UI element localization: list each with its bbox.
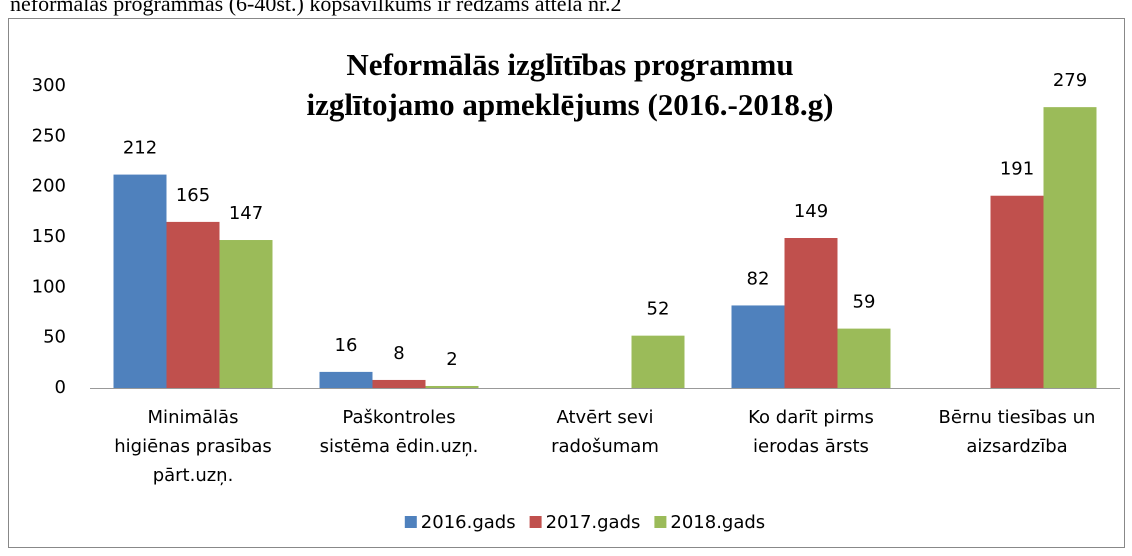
legend-label: 2018.gads [670, 512, 765, 533]
bar [425, 385, 479, 388]
y-tick-label: 250 [32, 125, 66, 146]
bar [784, 238, 838, 388]
data-label: 147 [229, 203, 263, 224]
x-tick-label: Atvērt sevi [556, 407, 653, 428]
chart-title: izglītojamo apmeklējums (2016.-2018.g) [307, 87, 834, 122]
y-tick-label: 100 [32, 276, 66, 297]
data-label: 149 [794, 201, 828, 222]
legend-label: 2017.gads [546, 512, 641, 533]
data-label: 279 [1053, 70, 1087, 91]
data-label: 2 [446, 349, 457, 370]
bar [1043, 107, 1097, 388]
data-label: 16 [335, 335, 358, 356]
data-label: 165 [176, 185, 210, 206]
data-label: 191 [1000, 159, 1034, 180]
bar [731, 305, 785, 388]
bar [837, 328, 891, 388]
x-tick-label: radošumam [551, 436, 659, 457]
bar [372, 379, 426, 388]
legend-swatch [529, 516, 542, 528]
y-tick-label: 0 [55, 377, 66, 398]
bar [319, 371, 373, 388]
bar [113, 174, 167, 388]
data-label: 59 [853, 292, 876, 313]
text-above: neformālās programmas (6-40st.) kopsavil… [10, 0, 622, 16]
bar [631, 335, 685, 388]
legend-label: 2016.gads [421, 512, 516, 533]
bar [990, 195, 1044, 388]
x-tick-label: pārt.uzņ. [153, 465, 234, 486]
x-tick-label: aizsardzība [966, 436, 1067, 457]
y-tick-label: 200 [32, 176, 66, 197]
x-tick-label: Paškontroles [342, 407, 455, 428]
data-label: 52 [647, 299, 670, 320]
x-tick-label: sistēma ēdin.uzņ. [320, 436, 479, 457]
chart-title: Neformālās izglītības programmu [346, 47, 793, 82]
x-tick-label: ierodas ārsts [753, 436, 869, 457]
x-tick-label: Bērnu tiesības un [939, 407, 1096, 428]
data-label: 212 [123, 138, 157, 159]
y-tick-label: 150 [32, 226, 66, 247]
x-tick-label: higiēnas prasības [114, 436, 272, 457]
bar [219, 240, 273, 388]
data-label: 8 [393, 343, 404, 364]
x-tick-label: Minimālās [148, 407, 239, 428]
y-tick-label: 50 [43, 327, 66, 348]
legend-swatch [404, 516, 417, 528]
y-tick-label: 300 [32, 75, 66, 96]
bar [166, 221, 220, 388]
x-tick-label: Ko darīt pirms [748, 407, 874, 428]
data-label: 82 [747, 268, 770, 289]
legend-swatch [654, 516, 667, 528]
